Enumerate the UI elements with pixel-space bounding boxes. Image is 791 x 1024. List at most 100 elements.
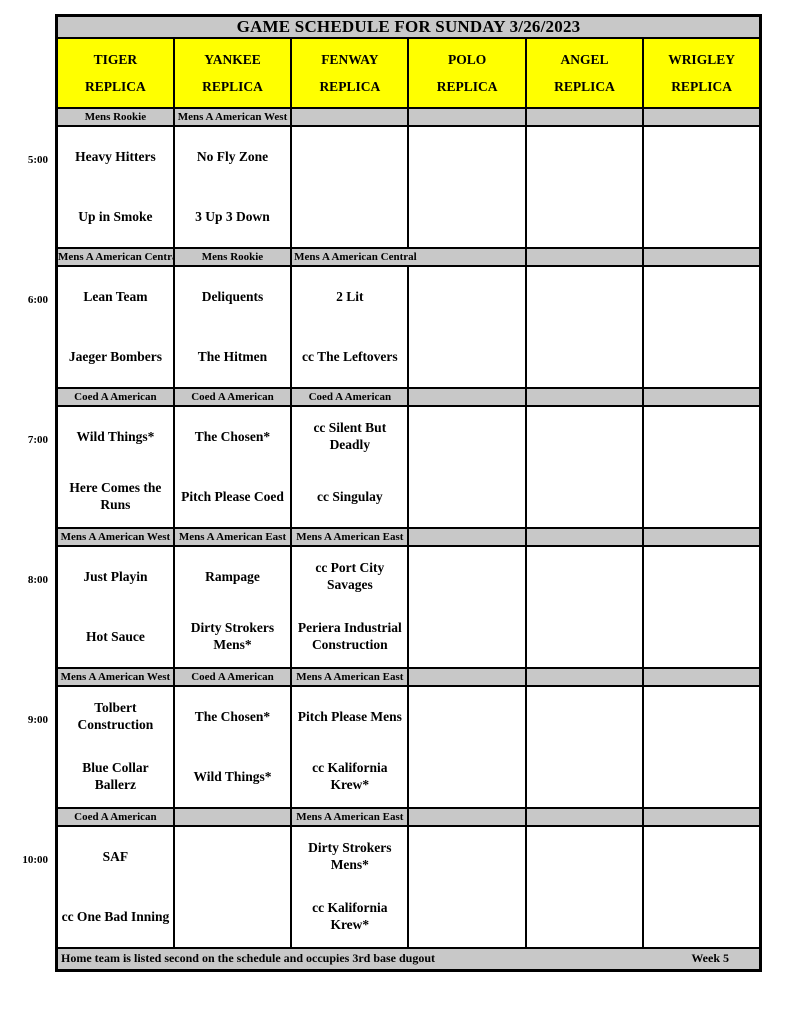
field-header-tiger: TIGER REPLICA — [55, 37, 175, 109]
visitor-team: Pitch Please Mens — [297, 708, 402, 724]
home-team — [527, 747, 642, 807]
time-label: 9:00 — [27, 714, 48, 726]
game-cell — [524, 545, 645, 669]
game-cell — [407, 545, 527, 669]
week-label: Week 5 — [691, 951, 729, 966]
division-cell — [172, 807, 293, 827]
visitor-team: Lean Team — [83, 288, 148, 304]
home-team — [644, 887, 759, 947]
field-header-polo: POLO REPLICA — [407, 37, 527, 109]
division-cell: Coed A American — [290, 387, 410, 407]
time-label: 7:00 — [27, 434, 48, 446]
division-cell: Coed A American — [55, 387, 175, 407]
visitor-team — [644, 127, 759, 187]
visitor-team — [409, 547, 524, 607]
home-team: Here Comes the Runs — [69, 480, 162, 512]
division-row: Mens Rookie Mens A American West — [55, 107, 762, 127]
division-cell — [407, 807, 527, 827]
field-name: POLO — [448, 52, 487, 67]
visitor-team — [644, 827, 759, 887]
schedule-title: GAME SCHEDULE FOR SUNDAY 3/26/2023 — [55, 14, 762, 39]
home-team: Periera Industrial Construction — [297, 620, 402, 652]
home-team: Dirty Strokers Mens* — [190, 620, 275, 652]
game-cell — [407, 825, 527, 949]
game-cell: cc Port City Savages Periera Industrial … — [290, 545, 410, 669]
visitor-team: Deliquents — [201, 288, 264, 304]
visitor-team — [409, 127, 524, 187]
time-label: 5:00 — [27, 154, 48, 166]
home-team — [292, 187, 407, 247]
field-type: REPLICA — [436, 79, 498, 94]
game-cell — [172, 825, 293, 949]
game-cell: Heavy Hitters Up in Smoke — [55, 125, 175, 249]
division-cell: Coed A American — [55, 807, 175, 827]
game-cell: Dirty Strokers Mens* cc Kalifornia Krew* — [290, 825, 410, 949]
field-type: REPLICA — [671, 79, 732, 94]
visitor-team: Wild Things* — [76, 428, 155, 444]
games-row: Heavy Hitters Up in Smoke No Fly Zone 3 … — [55, 125, 762, 249]
division-cell: Mens A American West — [55, 667, 175, 687]
division-cell: Coed A American — [172, 667, 293, 687]
division-row: Mens A American West Coed A American Men… — [55, 667, 762, 687]
visitor-team — [409, 267, 524, 327]
visitor-team — [527, 267, 642, 327]
field-header-fenway: FENWAY REPLICA — [290, 37, 410, 109]
home-team — [409, 327, 524, 387]
game-cell: No Fly Zone 3 Up 3 Down — [172, 125, 293, 249]
game-cell — [524, 685, 645, 809]
time-label: 6:00 — [27, 294, 48, 306]
game-cell: cc Silent But Deadly cc Singulay — [290, 405, 410, 529]
field-type: REPLICA — [202, 79, 263, 94]
game-cell: 2 Lit cc The Leftovers — [290, 265, 410, 389]
game-cell — [407, 405, 527, 529]
division-cell: Mens A American East — [290, 667, 410, 687]
division-cell — [524, 107, 645, 127]
home-team: cc The Leftovers — [301, 348, 398, 364]
field-type: REPLICA — [554, 79, 615, 94]
game-cell: Rampage Dirty Strokers Mens* — [172, 545, 293, 669]
home-team — [644, 327, 759, 387]
visitor-team: SAF — [102, 848, 129, 864]
game-cell — [642, 405, 762, 529]
home-team: The Hitmen — [197, 348, 268, 364]
division-cell — [642, 667, 762, 687]
games-row: Lean Team Jaeger Bombers Deliquents The … — [55, 265, 762, 389]
game-cell — [642, 545, 762, 669]
division-cell — [524, 807, 645, 827]
visitor-team — [644, 687, 759, 747]
game-cell — [642, 825, 762, 949]
game-cell — [524, 265, 645, 389]
division-cell — [642, 247, 762, 267]
visitor-team — [644, 267, 759, 327]
home-team — [409, 607, 524, 667]
division-cell: Mens A American East — [290, 527, 410, 547]
home-team: Blue Collar Ballerz — [82, 760, 149, 792]
visitor-team — [409, 407, 524, 467]
division-cell — [642, 527, 762, 547]
home-team: Jaeger Bombers — [68, 348, 162, 364]
home-team — [644, 187, 759, 247]
division-cell: Mens A American East — [172, 527, 293, 547]
game-cell: Pitch Please Mens cc Kalifornia Krew* — [290, 685, 410, 809]
visitor-team: 2 Lit — [336, 288, 364, 304]
visitor-team: Tolbert Construction — [77, 700, 154, 732]
games-row: SAF cc One Bad Inning Dirty Strokers Men… — [55, 825, 762, 949]
division-cell — [642, 107, 762, 127]
field-name: FENWAY — [321, 52, 379, 67]
games-row: Just Playin Hot Sauce Rampage Dirty Stro… — [55, 545, 762, 669]
home-team — [644, 607, 759, 667]
footer-row: Home team is listed second on the schedu… — [55, 947, 762, 971]
visitor-team: cc Port City Savages — [315, 560, 385, 592]
division-cell — [407, 107, 527, 127]
visitor-team — [292, 127, 407, 187]
field-header-wrigley: WRIGLEY REPLICA — [642, 37, 762, 109]
game-cell — [524, 405, 645, 529]
home-team — [644, 467, 759, 527]
division-cell — [524, 667, 645, 687]
time-label: 10:00 — [22, 854, 48, 866]
game-cell — [642, 685, 762, 809]
division-cell: Mens A American West — [55, 527, 175, 547]
visitor-team: Rampage — [205, 568, 260, 584]
home-team: Wild Things* — [193, 768, 272, 784]
division-cell: Mens A American West — [172, 107, 293, 127]
